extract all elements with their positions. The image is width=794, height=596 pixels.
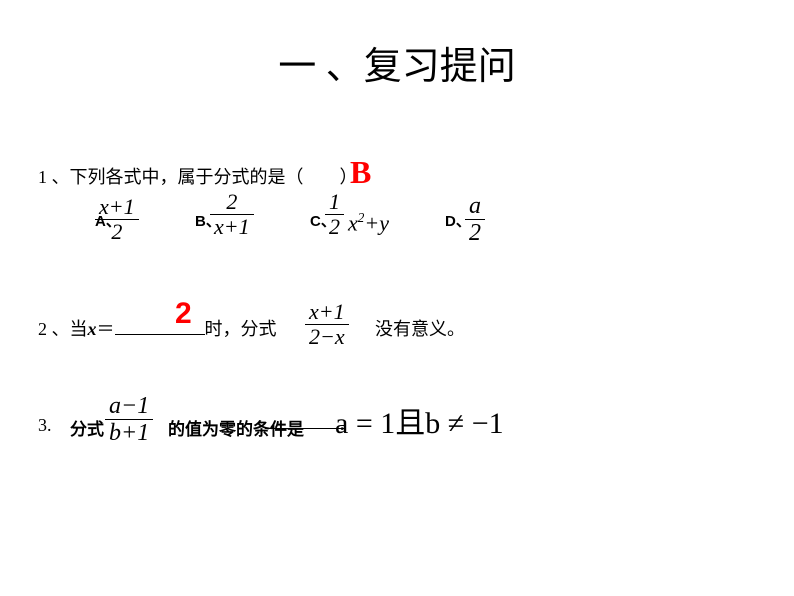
option-d-den: 2	[465, 220, 485, 246]
q2-prefix: 2 、当	[38, 319, 88, 339]
option-b-num: 2	[222, 190, 241, 214]
option-a-fraction: x+1 2	[95, 195, 139, 244]
option-c-tail-rest: +y	[364, 210, 389, 235]
q2-frac-num: x+1	[305, 300, 349, 324]
q3-answer-and: 且	[395, 407, 425, 440]
q1-prompt: 1 、下列各式中，属于分式的是（ ）	[38, 163, 358, 189]
option-a-num: x+1	[95, 195, 139, 219]
q2-mid: 时，分式	[205, 319, 277, 339]
q2-eq: ＝	[97, 319, 115, 339]
q2-answer: 2	[175, 297, 192, 331]
option-c-num: 1	[325, 190, 344, 214]
q3-frac-den: b+1	[105, 420, 153, 446]
q2-frac-den: 2−x	[305, 325, 349, 349]
option-b-fraction: 2 x+1	[210, 190, 254, 239]
option-b-den: x+1	[210, 215, 254, 239]
q1-answer: B	[350, 154, 371, 191]
q3-index: 3.	[38, 415, 52, 436]
option-d-num: a	[465, 193, 485, 219]
q3-blank	[265, 428, 345, 429]
option-c-tail-base: x	[348, 210, 358, 235]
q2-fraction: x+1 2−x	[305, 300, 349, 349]
q3-answer-a: a	[335, 407, 348, 440]
q3-fraction: a−1 b+1	[105, 393, 153, 447]
q2-blank	[115, 334, 205, 335]
q3-answer: a = 1且b ≠ −1	[335, 398, 504, 442]
option-d-fraction: a 2	[465, 193, 485, 247]
option-a-den: 2	[107, 220, 126, 244]
option-c-tail: x2+y	[348, 210, 389, 236]
q3-answer-eq1: = 1	[348, 407, 395, 440]
q3-frac-num: a−1	[105, 393, 153, 419]
option-c-fraction: 1 2	[325, 190, 344, 239]
q2-tail: 没有意义。	[375, 315, 465, 341]
page-title: 一 、复习提问	[0, 35, 794, 90]
option-c-den: 2	[325, 215, 344, 239]
q2-var: x	[88, 319, 97, 339]
q3-word1: 分式	[70, 415, 104, 440]
q3-answer-neq: ≠ −1	[440, 407, 503, 440]
q3-answer-b: b	[425, 407, 440, 440]
q2-prompt: 2 、当x＝ 时，分式	[38, 315, 277, 341]
